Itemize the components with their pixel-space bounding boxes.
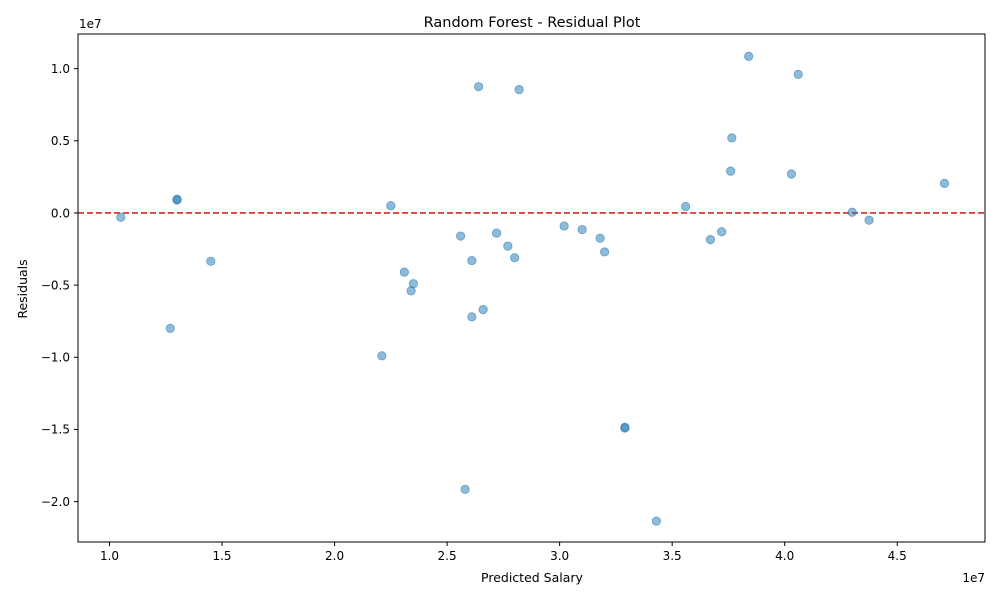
y-axis-offset-label: 1e7 xyxy=(79,17,102,31)
data-point xyxy=(492,228,502,238)
data-point xyxy=(165,323,175,334)
x-axis: 1.0 1.5 2.0 2.5 3.0 3.5 4.0 4.5 xyxy=(100,542,907,563)
data-point xyxy=(559,221,569,231)
data-point xyxy=(514,84,524,95)
x-axis-offset-label: 1e7 xyxy=(962,571,985,585)
y-tick-label: −0.5 xyxy=(41,278,70,292)
y-tick-label: −2.0 xyxy=(41,495,70,509)
x-tick-label: 1.5 xyxy=(212,549,231,563)
data-point xyxy=(116,212,126,222)
plot-area xyxy=(77,33,986,543)
plot-frame xyxy=(77,33,986,543)
data-point xyxy=(600,247,610,257)
data-point xyxy=(172,194,182,204)
data-point xyxy=(456,231,466,241)
data-point xyxy=(467,255,477,266)
data-point xyxy=(864,215,874,225)
chart-title: Random Forest - Residual Plot xyxy=(424,15,641,31)
data-point xyxy=(386,201,396,211)
data-point xyxy=(206,256,216,266)
data-point xyxy=(786,169,797,179)
data-point xyxy=(681,201,691,212)
data-point xyxy=(847,207,857,217)
x-tick-label: 3.5 xyxy=(663,549,682,563)
data-point xyxy=(705,235,716,245)
x-axis-label: Predicted Salary xyxy=(481,570,584,585)
x-tick-label: 2.5 xyxy=(438,549,457,563)
data-point xyxy=(474,82,484,92)
data-point xyxy=(399,267,409,277)
x-tick-label: 4.5 xyxy=(888,549,907,563)
data-point xyxy=(726,166,736,176)
y-tick-label: 1.0 xyxy=(51,62,70,76)
x-tick-label: 2.0 xyxy=(325,549,344,563)
data-point xyxy=(620,422,630,432)
data-point xyxy=(478,305,488,315)
x-tick-label: 1.0 xyxy=(100,549,119,563)
y-tick-label: −1.5 xyxy=(41,423,70,437)
y-axis: 1.0 0.5 0.0 −0.5 −1.0 −1.5 −2.0 xyxy=(41,62,78,509)
data-point xyxy=(408,279,418,289)
data-point xyxy=(727,133,737,143)
data-point xyxy=(793,69,803,80)
data-point xyxy=(577,224,587,235)
data-point xyxy=(939,178,950,188)
y-axis-label: Residuals xyxy=(15,259,30,318)
data-point xyxy=(503,241,513,251)
data-point xyxy=(717,227,727,237)
data-point xyxy=(510,253,520,263)
data-point xyxy=(744,51,754,61)
x-tick-label: 3.0 xyxy=(550,549,569,563)
y-tick-label: 0.0 xyxy=(51,206,70,220)
data-point xyxy=(460,484,470,494)
y-tick-label: 0.5 xyxy=(51,134,70,148)
x-tick-label: 4.0 xyxy=(775,549,794,563)
y-tick-label: −1.0 xyxy=(41,351,70,365)
data-point xyxy=(595,233,605,243)
data-point xyxy=(467,312,477,322)
data-point xyxy=(651,516,662,526)
data-point xyxy=(377,351,387,361)
